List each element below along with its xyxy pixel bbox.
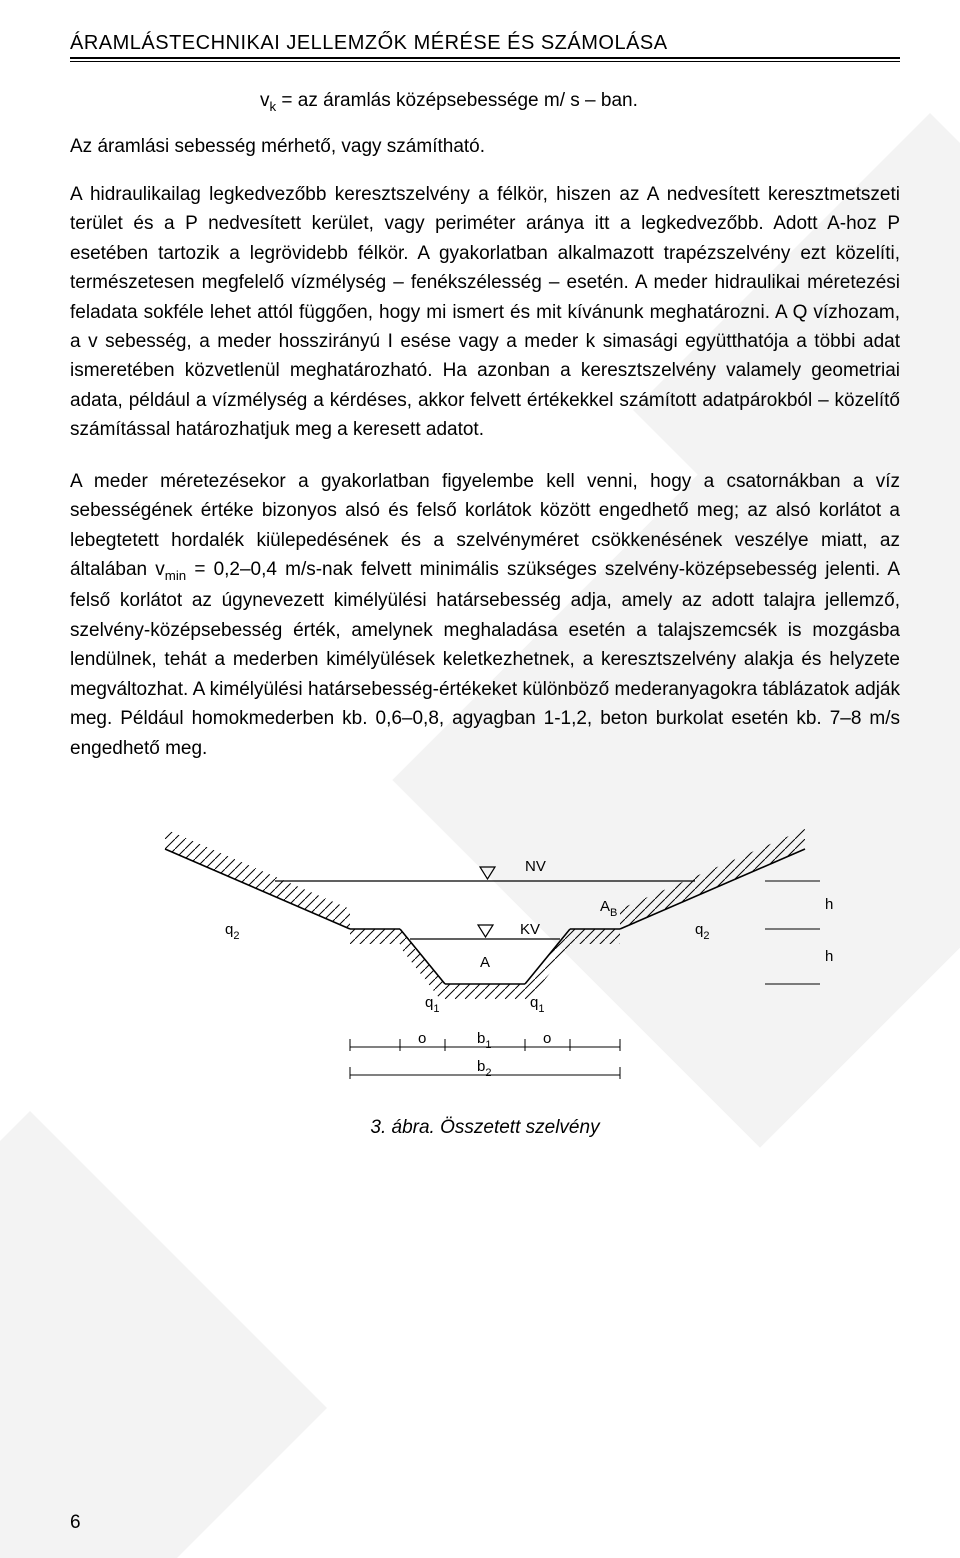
- figure-label-ab: AB: [600, 898, 617, 919]
- figure-label-q1-right-main: q: [530, 994, 538, 1011]
- paragraph-1-text: A hidraulikailag legkedvezőbb keresztsze…: [70, 184, 900, 441]
- figure-label-h-top: h: [825, 896, 833, 913]
- figure-label-q2-right-sub: 2: [703, 930, 709, 942]
- figure-label-ab-main: A: [600, 898, 610, 915]
- figure-label-q1-right-sub: 1: [538, 1003, 544, 1015]
- figure-label-q1-left-main: q: [425, 994, 433, 1011]
- header-rule-thin: [70, 61, 900, 62]
- paragraph-1: A hidraulikailag legkedvezőbb keresztsze…: [70, 180, 900, 445]
- figure-label-b1-main: b: [477, 1030, 485, 1047]
- figure-label-b1-sub: 1: [485, 1039, 491, 1051]
- intro-sentence: Az áramlási sebesség mérhető, vagy számí…: [70, 136, 900, 158]
- figure-label-b2: b2: [477, 1058, 491, 1079]
- figure-label-h-bot: h: [825, 948, 833, 965]
- figure-label-q1-left: q1: [425, 994, 439, 1015]
- paragraph-2-vmin-sub: min: [165, 568, 186, 583]
- header-rule-thick: [70, 57, 900, 59]
- formula-vk-rest: = az áramlás középsebessége m/ s – ban.: [276, 90, 638, 111]
- figure-label-a: A: [480, 954, 490, 971]
- figure-label-b2-main: b: [477, 1058, 485, 1075]
- figure-3-diagram: NV KV A AB q2 q2: [125, 789, 845, 1089]
- figure-label-q2-right-main: q: [695, 921, 703, 938]
- page-number: 6: [70, 1512, 81, 1534]
- page-header-title: ÁRAMLÁSTECHNIKAI JELLEMZŐK MÉRÉSE ÉS SZÁ…: [70, 32, 900, 55]
- figure-label-b2-sub: 2: [485, 1067, 491, 1079]
- figure-label-o-right: o: [543, 1030, 551, 1047]
- figure-label-q2-left-main: q: [225, 921, 233, 938]
- figure-label-q2-right: q2: [695, 921, 709, 942]
- figure-label-b1: b1: [477, 1030, 491, 1051]
- paragraph-2: A meder méretezésekor a gyakorlatban fig…: [70, 467, 900, 763]
- formula-line: vk = az áramlás középsebessége m/ s – ba…: [70, 90, 900, 114]
- figure-label-q2-left: q2: [225, 921, 239, 942]
- figure-label-kv: KV: [520, 921, 540, 938]
- figure-label-q2-left-sub: 2: [233, 930, 239, 942]
- figure-3-wrap: NV KV A AB q2 q2: [70, 789, 900, 1139]
- figure-3-caption: 3. ábra. Összetett szelvény: [70, 1117, 900, 1139]
- paragraph-2-b: = 0,2–0,4 m/s-nak felvett minimális szük…: [70, 559, 900, 759]
- formula-vk-prefix: v: [260, 90, 270, 111]
- figure-label-nv: NV: [525, 858, 546, 875]
- figure-label-o-left: o: [418, 1030, 426, 1047]
- figure-label-q1-right: q1: [530, 994, 544, 1015]
- figure-label-q1-left-sub: 1: [433, 1003, 439, 1015]
- figure-label-ab-sub: B: [610, 907, 617, 919]
